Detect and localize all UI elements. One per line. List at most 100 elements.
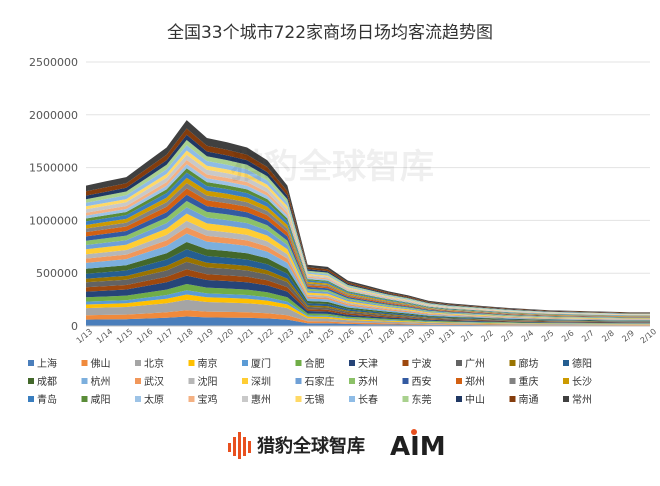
- area-series: [86, 284, 650, 324]
- chart-title: 全国33个城市722家商场日场均客流趋势图: [167, 23, 493, 43]
- legend-swatch: [81, 360, 88, 366]
- legend-swatch: [349, 396, 355, 402]
- x-tick-label: 1/16: [135, 327, 155, 345]
- y-tick-label: 500000: [36, 267, 78, 280]
- legend-label: 石家庄: [305, 375, 335, 388]
- legend-swatch: [509, 396, 516, 402]
- legend-swatch: [509, 378, 516, 384]
- area-series: [86, 299, 650, 325]
- legend-swatch: [242, 396, 248, 402]
- legend-swatch: [563, 360, 569, 366]
- legend-label: 中山: [465, 393, 485, 406]
- legend-swatch: [456, 396, 462, 402]
- x-tick-label: 1/22: [256, 327, 276, 345]
- y-tick-label: 2000000: [29, 109, 78, 122]
- x-tick-label: 2/1: [459, 328, 475, 343]
- aim-logo-text: AIM: [390, 432, 446, 462]
- x-tick-label: 2/4: [520, 328, 536, 343]
- legend-label: 长春: [358, 394, 378, 406]
- legend-label: 西安: [412, 375, 432, 388]
- aim-logo: AIM: [390, 429, 446, 462]
- x-tick-label: 1/19: [195, 327, 215, 345]
- x-tick-label: 1/21: [236, 327, 256, 345]
- y-tick-label: 1500000: [29, 162, 78, 175]
- x-tick-label: 1/24: [296, 327, 316, 345]
- legend-label: 苏州: [358, 375, 378, 388]
- legend-swatch: [295, 396, 302, 402]
- x-tick-label: 2/8: [600, 328, 616, 343]
- legend-swatch: [402, 378, 409, 384]
- legend-label: 重庆: [519, 375, 539, 388]
- legend-swatch: [28, 360, 34, 366]
- x-tick-label: 2/9: [620, 328, 636, 343]
- footer-brand: 猎豹全球智库 AIM: [228, 429, 446, 462]
- aim-logo-dot-icon: [411, 429, 417, 435]
- legend-swatch: [295, 360, 302, 366]
- x-tick-label: 1/17: [155, 327, 175, 345]
- legend-label: 佛山: [91, 357, 111, 370]
- x-tick-label: 2/6: [560, 328, 576, 343]
- legend-swatch: [81, 396, 88, 402]
- area-series: [86, 316, 650, 326]
- y-axis: 0 500000 1000000 1500000 2000000 2500000: [29, 56, 78, 333]
- legend-swatch: [28, 378, 34, 384]
- cheetah-logo-icon: [228, 432, 251, 459]
- legend-swatch: [402, 396, 409, 402]
- legend-swatch: [188, 396, 195, 402]
- x-tick-label: 2/5: [540, 328, 556, 343]
- legend-label: 青岛: [37, 393, 57, 406]
- legend-label: 太原: [144, 393, 164, 406]
- legend-swatch: [563, 378, 569, 384]
- legend-label: 沈阳: [198, 375, 218, 388]
- legend-swatch: [349, 378, 355, 384]
- legend-label: 杭州: [91, 375, 111, 388]
- x-tick-label: 1/20: [216, 327, 236, 345]
- x-tick-label: 2/2: [479, 328, 495, 343]
- x-axis: 1/13 1/14 1/15 1/16 1/17 1/18 1/19 1/20 1/21 1/22…: [75, 325, 658, 345]
- legend-swatch: [28, 396, 34, 402]
- legend-label: 合肥: [305, 357, 325, 370]
- legend-label: 深圳: [251, 376, 271, 388]
- legend-label: 厦门: [251, 357, 271, 370]
- legend-label: 天津: [358, 358, 378, 370]
- legend-swatch: [456, 378, 462, 384]
- legend-swatch: [402, 360, 409, 366]
- legend-swatch: [509, 360, 516, 366]
- x-tick-label: 1/28: [377, 327, 397, 345]
- x-tick-label: 1/18: [175, 327, 195, 345]
- x-tick-label: 1/27: [357, 327, 377, 345]
- legend-swatch: [135, 360, 141, 366]
- plot-area: [86, 120, 650, 326]
- x-tick-label: 1/25: [316, 327, 336, 345]
- y-tick-label: 2500000: [29, 56, 78, 69]
- legend-label: 成都: [37, 376, 57, 388]
- legend-swatch: [295, 378, 302, 384]
- legend-label: 南通: [519, 393, 539, 406]
- legend-swatch: [456, 360, 462, 366]
- x-tick-label: 1/31: [437, 327, 457, 345]
- y-tick-label: 1000000: [29, 214, 78, 227]
- footer-brand-text: 猎豹全球智库: [257, 435, 365, 457]
- x-tick-label: 1/15: [115, 327, 135, 345]
- x-tick-label: 1/26: [336, 327, 356, 345]
- legend-label: 南京: [198, 357, 218, 370]
- legend-swatch: [135, 378, 141, 384]
- legend-label: 广州: [465, 358, 485, 370]
- legend-label: 无锡: [305, 393, 325, 406]
- legend-label: 郑州: [465, 375, 485, 388]
- legend-label: 常州: [572, 393, 592, 406]
- legend-label: 东莞: [412, 393, 432, 406]
- legend-label: 咸阳: [91, 394, 111, 406]
- legend-label: 武汉: [144, 375, 164, 388]
- legend-label: 北京: [144, 357, 164, 370]
- legend-swatch: [242, 378, 248, 384]
- x-tick-label: 1/14: [95, 327, 115, 345]
- legend-label: 惠州: [251, 393, 271, 406]
- legend-label: 上海: [37, 357, 57, 370]
- y-tick-label: 0: [71, 320, 78, 333]
- x-tick-label: 1/23: [276, 327, 296, 345]
- legend-label: 宝鸡: [198, 393, 218, 406]
- area-series: [86, 294, 650, 325]
- area-series: [86, 310, 650, 326]
